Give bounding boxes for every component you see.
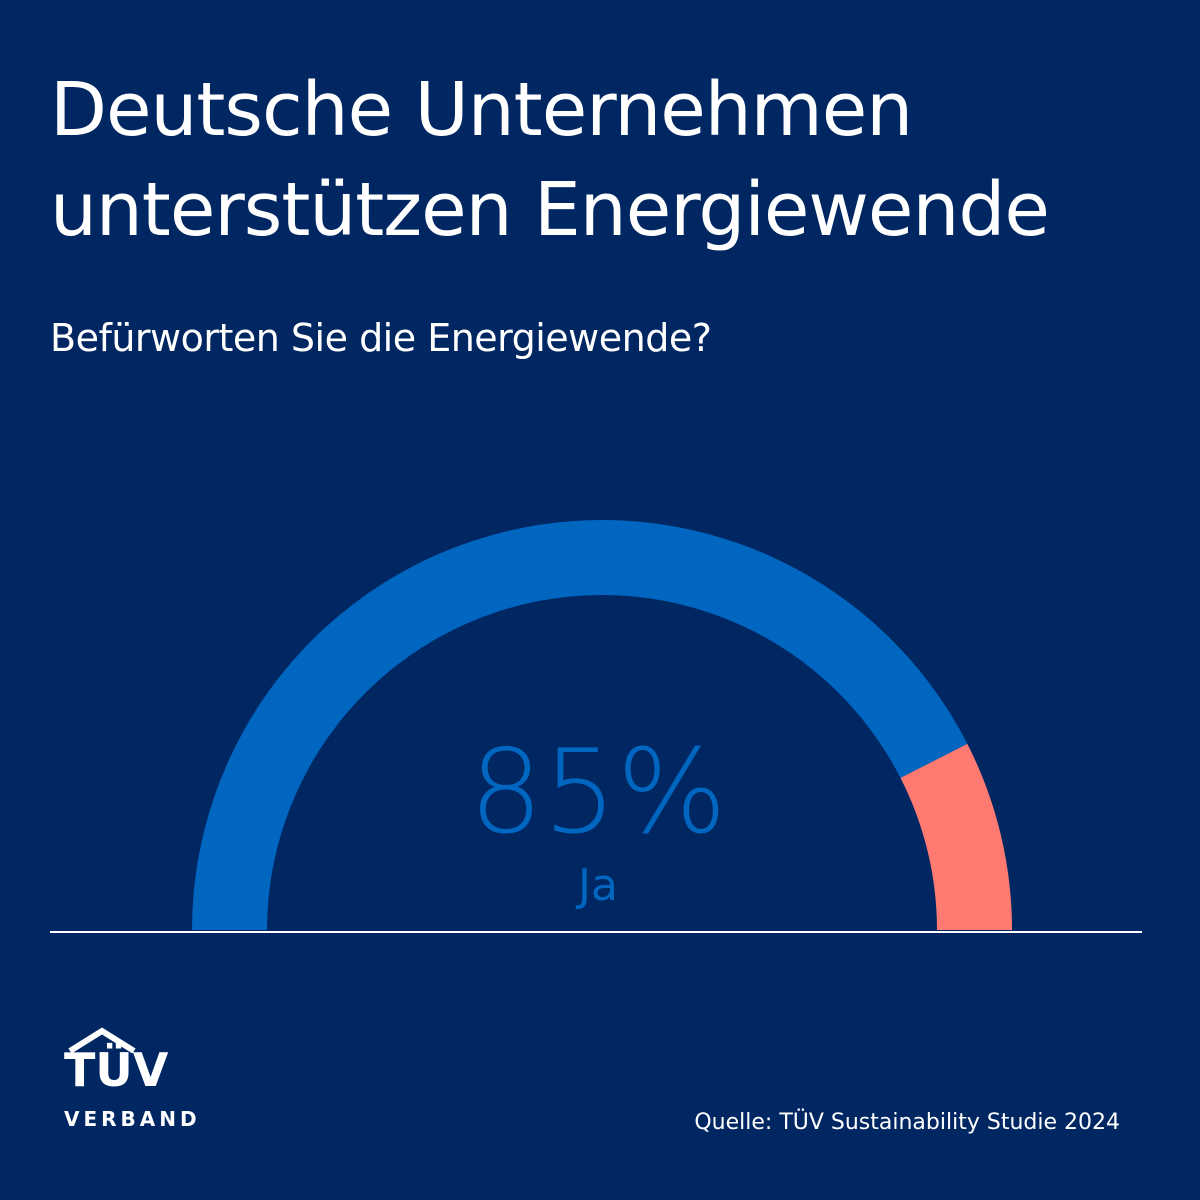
center-category-label: Ja — [575, 860, 618, 911]
source-note: Quelle: TÜV Sustainability Studie 2024 — [694, 1110, 1120, 1135]
logo-wordmark: TÜV — [64, 1043, 169, 1097]
center-value-label: 85% — [469, 725, 727, 860]
title-line-1: Deutsche Unternehmen — [50, 67, 913, 153]
chart-question: Befürworten Sie die Energiewende? — [50, 316, 712, 360]
gauge-slice-ja — [192, 520, 968, 930]
gauge-slice-rest — [900, 743, 1012, 930]
logo-subline: VERBAND — [64, 1107, 201, 1131]
tuv-logo-roof-icon — [68, 1027, 136, 1054]
page-title: Deutsche Unternehmen unterstützen Energi… — [50, 60, 1160, 260]
title-line-2: unterstützen Energiewende — [50, 167, 1050, 253]
